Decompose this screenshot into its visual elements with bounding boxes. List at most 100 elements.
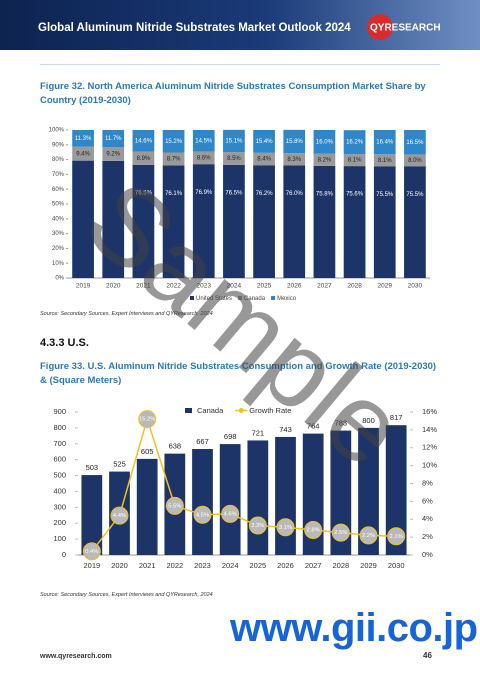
data-label: 2.5% [334,530,347,536]
data-label: 76.1% [165,191,183,197]
data-label: 9.2% [106,152,120,158]
data-label: 817 [390,413,403,422]
bar-segment [283,129,306,154]
data-label: 15.8% [286,139,304,145]
bar-segment [253,152,275,166]
data-label: 8.9% [137,156,151,162]
y-tick-label: 70% [52,172,65,178]
point [165,496,184,515]
data-label: 8.0% [408,158,422,164]
legend-swatch [238,296,243,300]
data-label: 721 [252,428,265,437]
point [387,527,406,546]
logo: QYRESEARCH [367,14,441,40]
chart: 0% 10% 20% 30% 40% 50% 60% 70% 80% 90% 100% 2019 9.4… [49,128,430,302]
data-label: 76.5% [225,191,243,197]
data-label: 764 [307,422,320,431]
y-tick-label: 300 [53,502,66,511]
point [193,505,212,524]
bar-segment [102,160,125,278]
point [359,526,378,545]
y-tick-label: 60% [52,187,65,193]
figure-caption: Figure 33. U.S. Aluminum Nitride Substra… [40,361,437,386]
data-label: 16.5% [406,140,424,146]
data-label: 0.4% [85,549,98,555]
bar [219,444,241,555]
y2-tick-label: 12% [422,443,437,452]
bar-segment [192,151,215,165]
y-tick-label: 600 [53,455,66,464]
source-note: Source: Secondary Sources, Expert Interv… [40,311,213,317]
x-tick-label: 2024 [227,283,242,290]
data-label: 605 [141,447,154,456]
x-tick-label: 2030 [408,283,423,290]
y2-tick-label: 0% [422,550,433,559]
source-note: Source: Secondary Sources, Expert Interv… [40,592,213,598]
data-label: 8.4% [257,157,271,163]
data-label: 11.3% [75,136,92,142]
point [248,516,267,535]
data-label: 503 [86,463,99,472]
x-tick-label: 2020 [106,283,121,290]
data-label: 8.7% [167,157,181,163]
data-label: 75.8% [316,191,334,197]
data-label: 15.1% [225,139,243,145]
rule [40,64,440,65]
y-tick-label: 700 [53,439,66,448]
x-tick-label: 2019 [76,283,91,290]
bar-segment [132,164,155,278]
bar [275,436,296,555]
x-tick-label: 2019 [83,561,100,570]
data-label: 16.4% [376,140,394,146]
x-tick-label: 2021 [136,283,151,290]
data-label: 14.6% [135,138,153,144]
data-label: 3.3% [251,523,264,529]
data-label: 14.5% [195,138,213,144]
bar-segment [373,154,396,167]
bar-segment [313,130,336,154]
bar [136,458,158,555]
point [304,520,323,539]
header-bar [0,0,480,50]
x-tick-label: 2022 [166,561,183,570]
data-label: 8.1% [348,158,362,164]
x-tick-label: 2025 [257,283,272,290]
y2-tick-label: 14% [422,425,437,434]
legend-swatch [185,408,192,413]
x-tick-label: 2027 [305,561,322,570]
bar-segment [162,130,185,153]
data-label: 2.8% [307,528,320,534]
data-label: 76.5% [135,191,153,197]
x-tick-label: 2026 [287,283,302,290]
legend-label: Growth Rate [249,406,291,415]
data-label: 743 [279,425,292,434]
bar-segment [132,151,155,165]
data-label: 11.7% [105,136,122,142]
y2-tick-label: 2% [422,532,433,541]
y-tick-label: 10% [52,261,65,267]
data-label: 15.2% [165,139,183,145]
figure-caption: Figure 32. North America Aluminum Nitrid… [40,81,426,106]
data-label: 2.2% [362,533,375,539]
bar-segment [72,146,94,161]
x-tick-label: 2025 [249,561,266,570]
bar-segment [283,165,306,278]
bar-segment [72,130,94,147]
data-label: 76.0% [286,191,304,197]
data-label: 667 [196,437,209,446]
y-tick-label: 400 [53,486,66,495]
point [110,506,129,525]
bar-segment [253,130,275,153]
bar-segment [162,152,185,166]
footer-url: www.qyresearch.com [40,653,112,660]
x-tick-label: 2021 [139,561,156,570]
data-label: 8.1% [378,158,392,164]
y-tick-label: 0 [62,550,66,559]
y-tick-label: 900 [53,407,66,416]
data-label: 75.5% [406,192,424,198]
y-tick-label: 20% [52,246,65,252]
y-tick-label: 500 [53,471,66,480]
data-label: 4.5% [196,512,209,518]
page-number: 46 [423,651,432,660]
